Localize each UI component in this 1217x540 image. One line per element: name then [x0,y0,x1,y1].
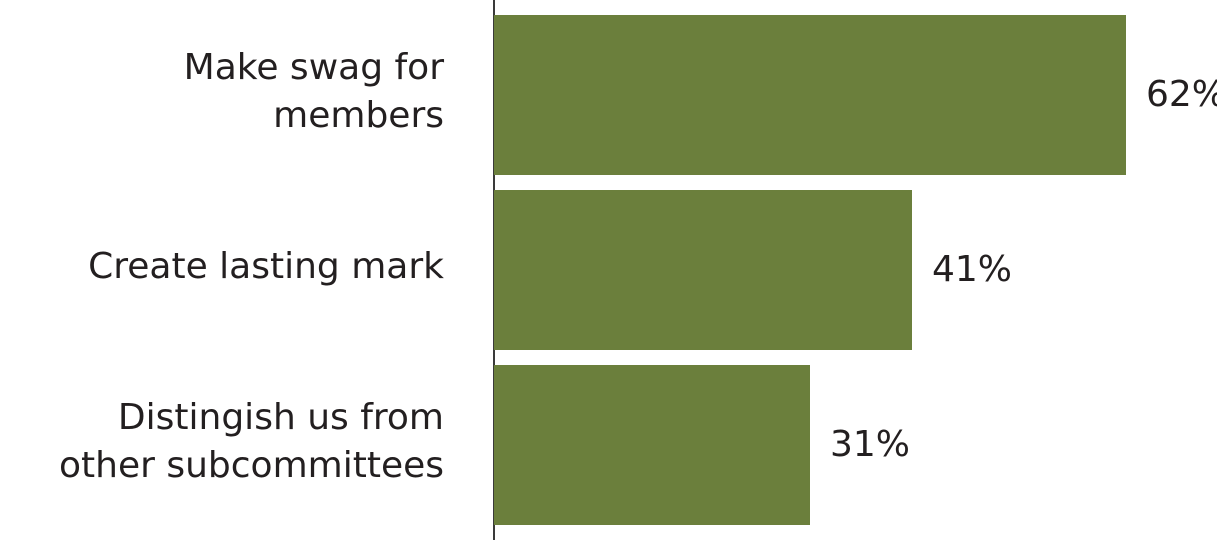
category-label-1: Make swag for members [183,47,444,136]
category-label-2: Create lasting mark [88,246,444,287]
value-label-1: 62% [1146,74,1217,115]
value-label-2: 41% [932,249,1013,290]
bar-2 [494,190,912,350]
category-label-3: Distingish us from other subcommittees [58,397,444,486]
bar-1 [494,15,1126,175]
bar-3 [494,365,810,525]
value-label-3: 31% [830,424,911,465]
